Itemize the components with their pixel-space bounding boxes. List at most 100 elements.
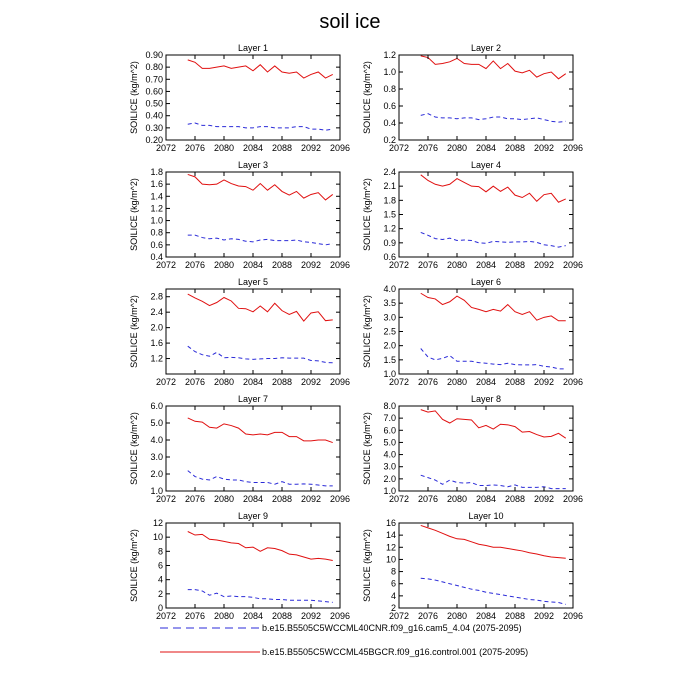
y-tick-label: 3.0 <box>383 312 396 322</box>
y-tick-label: 1.0 <box>150 216 163 226</box>
x-tick-label: 2084 <box>476 494 496 504</box>
x-tick-label: 2084 <box>243 377 263 387</box>
x-tick-label: 2088 <box>272 260 292 270</box>
y-tick-label: 1.4 <box>150 191 163 201</box>
x-tick-label: 2092 <box>301 260 321 270</box>
panel-title: Layer 10 <box>468 511 503 521</box>
plot-frame <box>398 288 574 375</box>
panel-title: Layer 6 <box>471 277 501 287</box>
panel-layer-4: 2072 2076 2080 2084 2088 2092 2096 0.6 0.9 1.2 1.5… <box>362 160 583 270</box>
y-axis-label: SOILICE (kg/m^2) <box>362 412 372 485</box>
y-tick-label: 1.5 <box>383 355 396 365</box>
panel-title: Layer 2 <box>471 43 501 53</box>
y-tick-label: 1.0 <box>383 67 396 77</box>
x-tick-label: 2096 <box>563 143 583 153</box>
y-tick-label: 10 <box>153 532 163 542</box>
y-tick-label: 0.8 <box>150 228 163 238</box>
x-tick-label: 2076 <box>185 494 205 504</box>
series-line-control <box>420 524 566 559</box>
series-line-control <box>420 55 567 80</box>
series-line-cam5 <box>420 348 566 370</box>
y-tick-label: 2 <box>158 589 163 599</box>
legend: b.e15.B5505C5WCCML40CNR.f09_g16.cam5_4.0… <box>160 623 528 657</box>
plot-frame <box>398 54 574 141</box>
x-tick-label: 2080 <box>214 260 234 270</box>
x-tick-label: 2096 <box>563 611 583 621</box>
series-line-control <box>187 59 333 79</box>
y-axis-label: SOILICE (kg/m^2) <box>129 412 139 485</box>
x-tick-label: 2088 <box>272 143 292 153</box>
y-axis-label: SOILICE (kg/m^2) <box>129 295 139 368</box>
y-axis-label: SOILICE (kg/m^2) <box>129 178 139 251</box>
plot-frame <box>165 288 341 375</box>
x-tick-label: 2080 <box>447 494 467 504</box>
y-axis-label: SOILICE (kg/m^2) <box>362 61 372 134</box>
x-tick-label: 2096 <box>330 611 350 621</box>
panel-title: Layer 7 <box>238 394 268 404</box>
x-tick-label: 2072 <box>389 377 409 387</box>
x-tick-label: 2096 <box>330 494 350 504</box>
y-tick-label: 6.0 <box>383 425 396 435</box>
y-tick-label: 6.0 <box>150 401 163 411</box>
y-axis-label: SOILICE (kg/m^2) <box>362 295 372 368</box>
y-axis-label: SOILICE (kg/m^2) <box>129 529 139 602</box>
y-tick-label: 5.0 <box>150 418 163 428</box>
x-tick-label: 2088 <box>505 377 525 387</box>
y-tick-label: 2.0 <box>150 469 163 479</box>
y-tick-label: 0.6 <box>150 240 163 250</box>
y-tick-label: 0.9 <box>383 238 396 248</box>
y-tick-label: 6 <box>158 561 163 571</box>
series-line-control <box>420 409 567 439</box>
y-tick-label: 2.8 <box>150 292 163 302</box>
panel-title: Layer 5 <box>238 277 268 287</box>
y-tick-label: 1.0 <box>383 369 396 379</box>
y-tick-label: 0.8 <box>383 84 396 94</box>
y-tick-label: 3.0 <box>150 452 163 462</box>
panel-title: Layer 3 <box>238 160 268 170</box>
panel-title: Layer 8 <box>471 394 501 404</box>
x-tick-label: 2092 <box>534 260 554 270</box>
x-tick-label: 2080 <box>447 377 467 387</box>
y-tick-label: 1.6 <box>150 179 163 189</box>
panel-layer-8: 2072 2076 2080 2084 2088 2092 2096 1.0 2.0 3.0 4.0… <box>362 394 583 504</box>
x-tick-label: 2076 <box>185 260 205 270</box>
x-tick-label: 2072 <box>389 143 409 153</box>
series-line-cam5 <box>420 577 566 605</box>
plot-frame <box>398 522 574 609</box>
y-tick-label: 12 <box>153 518 163 528</box>
y-tick-label: 1.2 <box>150 203 163 213</box>
x-tick-label: 2084 <box>476 143 496 153</box>
y-tick-label: 0.50 <box>145 99 163 109</box>
x-tick-label: 2072 <box>156 494 176 504</box>
series-line-cam5 <box>187 234 333 246</box>
y-tick-label: 2.4 <box>383 167 396 177</box>
x-tick-label: 2072 <box>156 143 176 153</box>
y-tick-label: 8.0 <box>383 401 396 411</box>
y-tick-label: 0.90 <box>145 50 163 60</box>
x-tick-label: 2092 <box>301 377 321 387</box>
series-line-cam5 <box>187 122 333 131</box>
x-tick-label: 2080 <box>447 260 467 270</box>
x-tick-label: 2088 <box>505 260 525 270</box>
panel-layer-5: 2072 2076 2080 2084 2088 2092 2096 1.2 1.6 2.0 2.4… <box>129 277 350 387</box>
plot-frame <box>165 405 341 492</box>
y-tick-label: 1.2 <box>150 354 163 364</box>
x-tick-label: 2076 <box>418 611 438 621</box>
x-tick-label: 2076 <box>418 260 438 270</box>
x-tick-label: 2084 <box>476 260 496 270</box>
y-tick-label: 1.6 <box>150 338 163 348</box>
y-tick-label: 0.30 <box>145 123 163 133</box>
x-tick-label: 2092 <box>301 494 321 504</box>
y-tick-label: 10 <box>386 554 396 564</box>
y-tick-label: 4 <box>391 591 396 601</box>
series-line-control <box>187 173 334 201</box>
y-tick-label: 0.80 <box>145 62 163 72</box>
y-tick-label: 1.2 <box>383 224 396 234</box>
x-tick-label: 2088 <box>505 143 525 153</box>
series-line-cam5 <box>420 474 566 490</box>
x-tick-label: 2096 <box>563 260 583 270</box>
y-tick-label: 2.0 <box>150 323 163 333</box>
y-tick-label: 1.8 <box>383 195 396 205</box>
y-tick-label: 4.0 <box>383 284 396 294</box>
panel-layer-3: 2072 2076 2080 2084 2088 2092 2096 0.4 0.6 0.8 1.0… <box>129 160 350 270</box>
